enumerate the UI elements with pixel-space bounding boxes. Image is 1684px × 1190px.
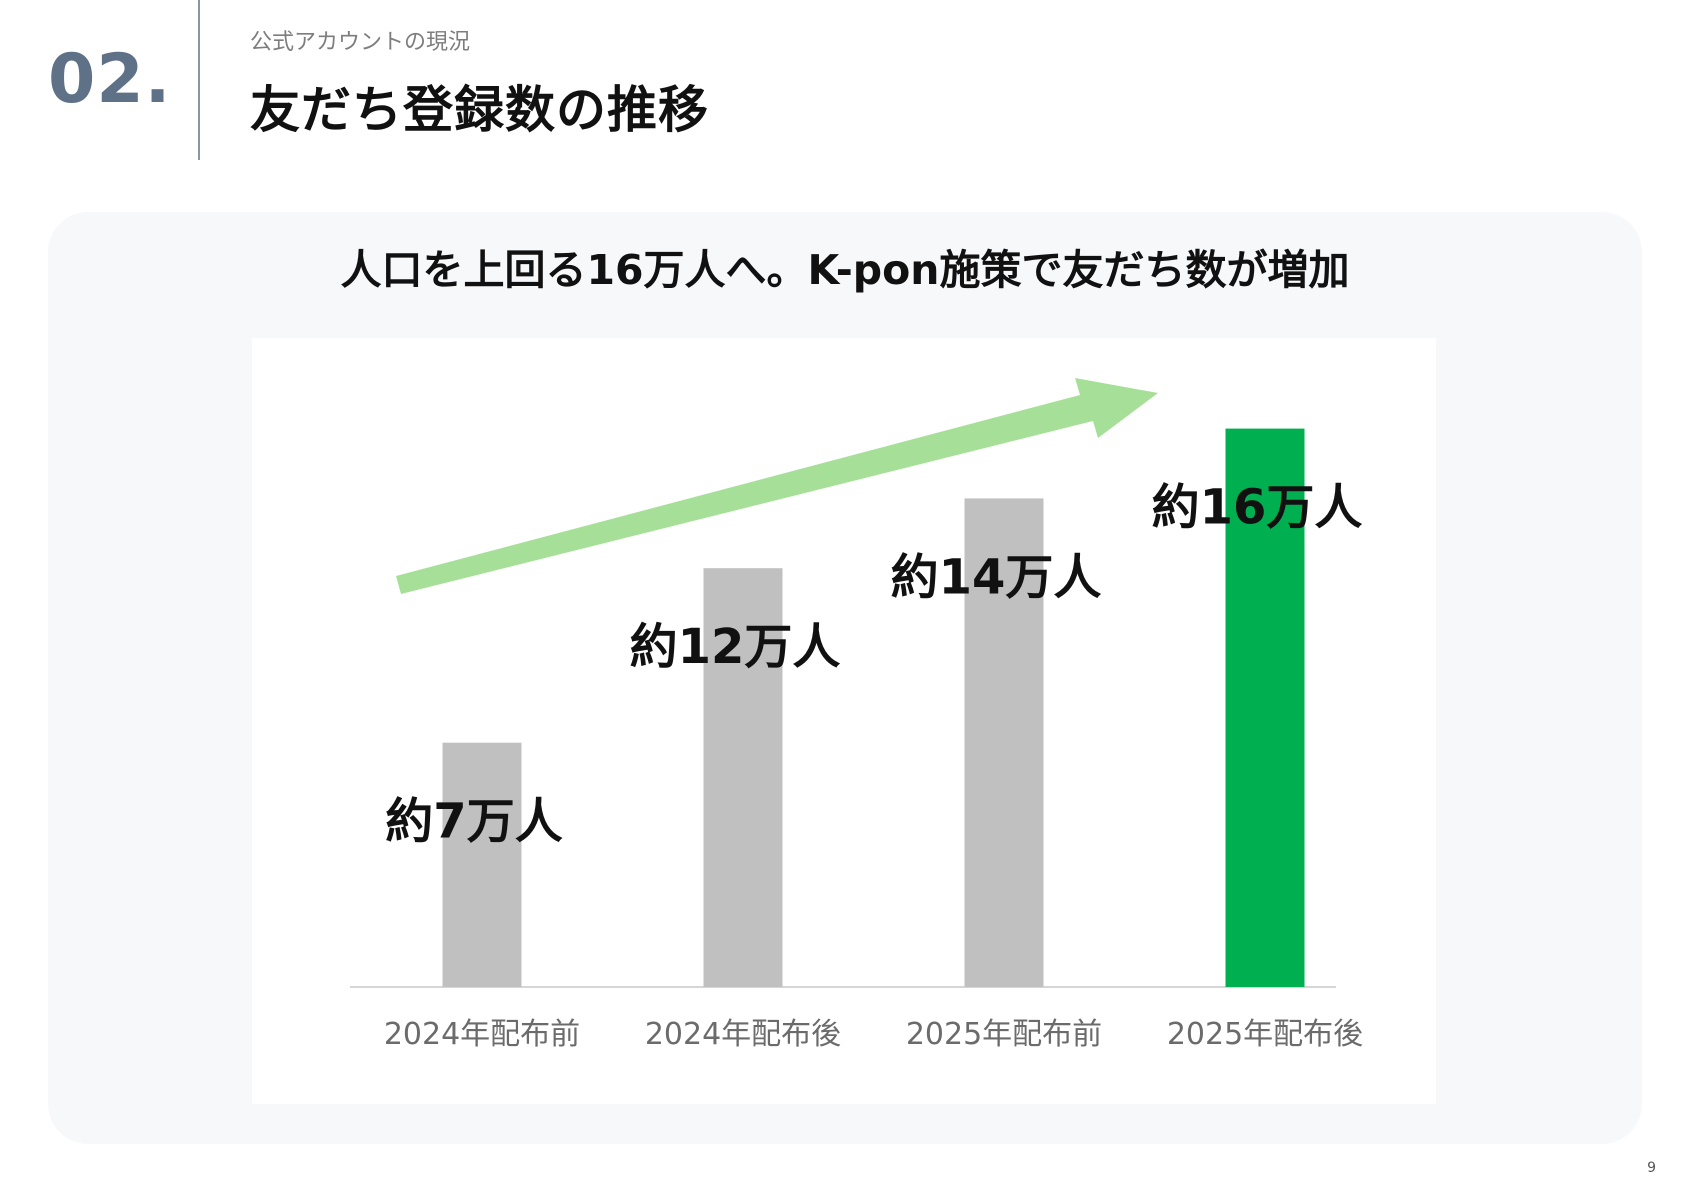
bar: [703, 568, 783, 987]
x-tick-label: 2024年配布前: [384, 1017, 580, 1052]
section-subtitle: 公式アカウントの現況: [250, 30, 471, 55]
x-tick-label: 2024年配布後: [645, 1017, 841, 1052]
chart-card: 約7万人 2024年配布前 約12万人 2024年配布後 約14万人 2025年配布前 約1…: [252, 338, 1436, 1104]
data-label: 約14万人: [891, 549, 1102, 605]
data-label: 約12万人: [630, 619, 841, 675]
data-label: 約7万人: [385, 794, 562, 850]
x-tick-label: 2025年配布後: [1167, 1017, 1363, 1052]
data-label: 約16万人: [1152, 480, 1363, 536]
page-number: 9: [1647, 1160, 1656, 1176]
bar-chart: 約7万人 2024年配布前 約12万人 2024年配布後 約14万人 2025年配布前 約1…: [350, 378, 1363, 1052]
chart-panel: 人口を上回る16万人へ。K-pon施策で友だち数が増加 約7万人 2024年配布前…: [48, 212, 1642, 1144]
trend-arrow: [396, 378, 1158, 594]
panel-headline: 人口を上回る16万人へ。K-pon施策で友だち数が増加: [340, 246, 1350, 294]
bar: [442, 742, 522, 987]
section-number: 02.: [48, 40, 172, 119]
header-divider: [198, 0, 200, 160]
x-tick-label: 2025年配布前: [906, 1017, 1102, 1052]
page-title: 友だち登録数の推移: [250, 81, 709, 139]
bar: [1225, 428, 1305, 988]
bar: [964, 498, 1044, 987]
